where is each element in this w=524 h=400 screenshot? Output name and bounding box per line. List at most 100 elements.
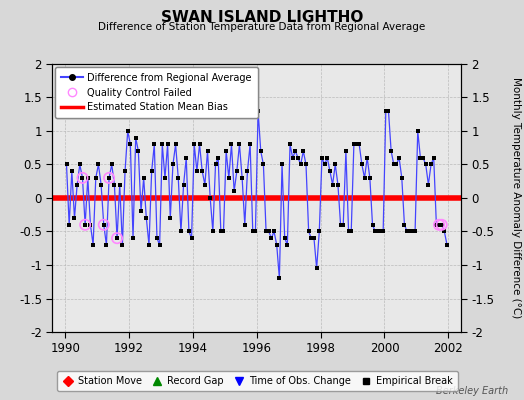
Point [371, 228, 379, 235]
Point [86, 222, 95, 228]
Point [94, 161, 103, 168]
Point [368, 222, 377, 228]
Point [384, 108, 392, 114]
Point [75, 161, 84, 168]
Point [251, 228, 259, 235]
Text: SWAN ISLAND LIGHTHO: SWAN ISLAND LIGHTHO [161, 10, 363, 25]
Legend: Difference from Regional Average, Quality Control Failed, Estimated Station Mean: Difference from Regional Average, Qualit… [56, 67, 258, 118]
Point [246, 141, 254, 148]
Point [235, 141, 244, 148]
Point [411, 228, 419, 235]
Point [416, 154, 424, 161]
Point [198, 168, 206, 174]
Point [105, 175, 113, 181]
Point [336, 222, 345, 228]
Point [318, 154, 326, 161]
Point [118, 242, 127, 248]
Point [142, 215, 150, 221]
Point [339, 222, 347, 228]
Point [179, 181, 188, 188]
Point [132, 134, 140, 141]
Point [342, 148, 350, 154]
Point [124, 128, 132, 134]
Point [203, 148, 212, 154]
Point [297, 161, 305, 168]
Point [352, 141, 361, 148]
Point [304, 228, 313, 235]
Point [78, 175, 86, 181]
Point [126, 141, 135, 148]
Point [147, 168, 156, 174]
Point [413, 128, 422, 134]
Point [355, 141, 364, 148]
Point [259, 161, 268, 168]
Point [129, 235, 137, 241]
Point [315, 228, 323, 235]
Point [70, 215, 79, 221]
Point [156, 242, 164, 248]
Point [291, 148, 300, 154]
Point [121, 168, 129, 174]
Point [289, 154, 297, 161]
Point [403, 228, 411, 235]
Point [107, 161, 116, 168]
Point [195, 141, 204, 148]
Point [435, 222, 443, 228]
Point [438, 222, 446, 228]
Point [220, 228, 228, 235]
Point [331, 161, 340, 168]
Point [398, 175, 406, 181]
Point [230, 188, 238, 194]
Point [326, 168, 334, 174]
Point [206, 195, 214, 201]
Point [381, 108, 390, 114]
Point [171, 141, 180, 148]
Point [169, 161, 177, 168]
Point [190, 141, 199, 148]
Point [110, 181, 118, 188]
Point [225, 175, 233, 181]
Point [302, 161, 310, 168]
Point [432, 222, 441, 228]
Point [265, 228, 273, 235]
Point [62, 161, 71, 168]
Point [81, 222, 89, 228]
Text: Berkeley Earth: Berkeley Earth [436, 386, 508, 396]
Point [421, 161, 430, 168]
Point [419, 154, 427, 161]
Point [344, 228, 353, 235]
Point [115, 181, 124, 188]
Point [257, 148, 265, 154]
Point [188, 235, 196, 241]
Point [68, 168, 76, 174]
Point [361, 175, 369, 181]
Point [408, 228, 417, 235]
Point [275, 275, 283, 282]
Point [84, 175, 92, 181]
Point [438, 222, 446, 228]
Point [312, 265, 321, 272]
Point [137, 208, 145, 214]
Point [286, 141, 294, 148]
Point [214, 154, 222, 161]
Point [358, 161, 366, 168]
Point [177, 228, 185, 235]
Point [376, 228, 385, 235]
Point [89, 242, 97, 248]
Point [65, 222, 73, 228]
Point [243, 168, 252, 174]
Point [366, 175, 374, 181]
Point [193, 168, 201, 174]
Point [440, 228, 449, 235]
Point [299, 148, 308, 154]
Point [182, 154, 190, 161]
Point [73, 181, 81, 188]
Point [81, 222, 89, 228]
Point [222, 148, 231, 154]
Point [435, 222, 443, 228]
Point [406, 228, 414, 235]
Point [363, 154, 372, 161]
Point [100, 222, 108, 228]
Point [211, 161, 220, 168]
Point [113, 235, 121, 241]
